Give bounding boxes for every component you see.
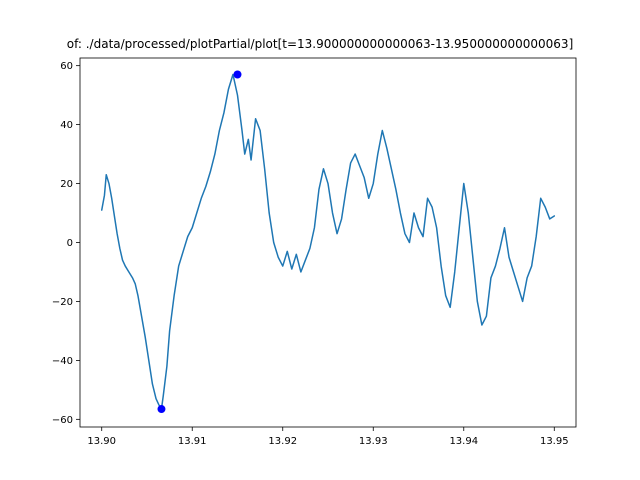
y-tick-label: 0 — [67, 238, 73, 249]
plot-area — [100, 70, 556, 414]
max-point-marker — [233, 70, 242, 79]
x-tick-label: 13.93 — [359, 436, 388, 447]
y-tick-label: −40 — [52, 356, 73, 367]
x-tick-label: 13.94 — [449, 436, 478, 447]
x-tick-label: 13.92 — [268, 436, 297, 447]
min-point-marker — [157, 405, 166, 414]
x-tick-label: 13.95 — [540, 436, 569, 447]
series-line — [100, 73, 556, 410]
x-tick-label: 13.90 — [87, 436, 116, 447]
y-tick-label: −60 — [52, 415, 73, 426]
y-tick-label: 20 — [60, 179, 73, 190]
x-tick-label: 13.91 — [178, 436, 207, 447]
chart-title: of: ./data/processed/plotPartial/plot[t=… — [67, 37, 574, 51]
y-tick-label: 60 — [60, 61, 73, 72]
y-tick-label: 40 — [60, 120, 73, 131]
y-tick-label: −20 — [52, 297, 73, 308]
axes: 13.90 13.91 13.92 13.93 13.94 13.95 −60 −40 −20 0… — [52, 57, 577, 447]
